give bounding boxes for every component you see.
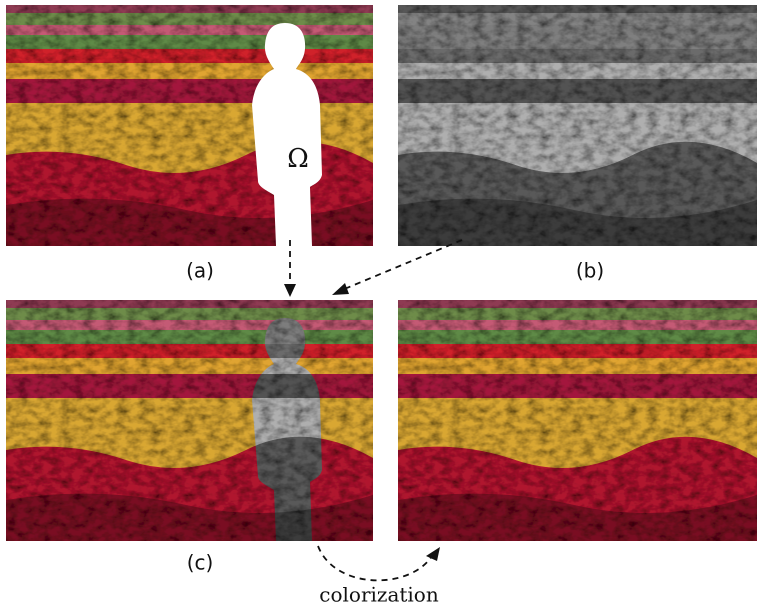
- arrow-label: colorization: [319, 583, 439, 607]
- panel-a: Ω: [6, 5, 373, 246]
- panel-label: (c): [187, 551, 214, 575]
- panel-label: (b): [576, 259, 604, 283]
- panel-c: [6, 300, 373, 541]
- panel-label: (a): [186, 259, 214, 283]
- figure: Ω (a) (b) (c) colorization: [0, 0, 758, 609]
- panel-d: [398, 300, 757, 541]
- panel-b: [398, 5, 757, 246]
- mask-label: Ω: [287, 144, 309, 174]
